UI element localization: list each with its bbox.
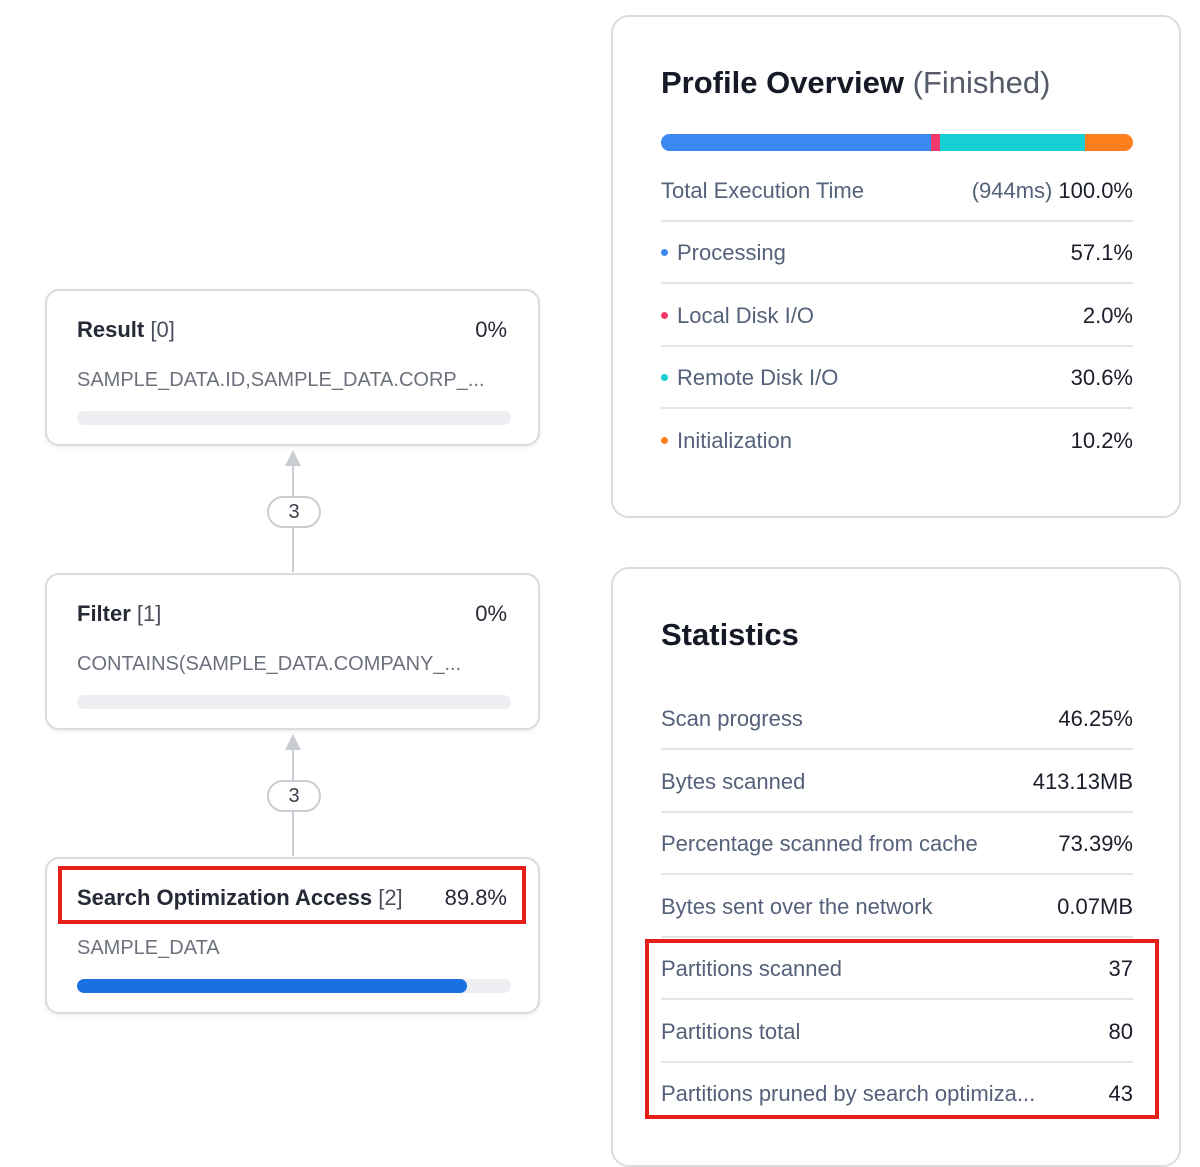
operator-percent: 0% — [475, 601, 507, 626]
operator-index: [1] — [136, 601, 162, 626]
total-execution-value: (944ms) 100.0% — [972, 178, 1133, 204]
operator-name: Result — [77, 317, 145, 342]
execution-segment-processing — [661, 134, 931, 151]
panel-title: Profile Overview (Finished) — [661, 65, 1050, 101]
local-disk-dot-icon — [661, 311, 668, 319]
operator-percent: 89.8% — [444, 885, 507, 910]
statistics-title: Statistics — [661, 617, 799, 652]
operator-index: [2] — [378, 885, 403, 910]
highlight-box-partitions — [645, 939, 1159, 1119]
statistics-value: 46.25% — [1058, 706, 1133, 731]
operator-name: Filter — [77, 601, 131, 626]
operator-description: CONTAINS(SAMPLE_DATA.COMPANY_... — [77, 653, 462, 675]
operator-percent: 0% — [475, 317, 507, 342]
statistics-row: Partitions scanned 37 — [661, 938, 1133, 1000]
profile-overview-panel: Profile Overview (Finished) Total Execut… — [611, 15, 1181, 518]
statistics-label: Scan progress — [661, 706, 803, 731]
edge-arrow-icon — [285, 450, 301, 466]
statistics-value: 0.07MB — [1057, 894, 1133, 919]
operator-progress-bar — [77, 979, 511, 993]
statistics-label: Partitions scanned — [661, 956, 842, 981]
statistics-label: Bytes sent over the network — [661, 894, 933, 919]
operator-progress-bar — [77, 411, 511, 425]
statistics-label: Bytes scanned — [661, 769, 806, 794]
operator-description: SAMPLE_DATA — [77, 937, 220, 959]
operator-node-result[interactable]: Result [0] 0% SAMPLE_DATA.ID,SAMPLE_DATA… — [45, 289, 540, 446]
statistics-row: Bytes scanned 413.13MB — [661, 751, 1133, 813]
edge-row-count[interactable]: 3 — [267, 780, 321, 812]
breakdown-row[interactable]: Remote Disk I/O 30.6% — [661, 347, 1133, 409]
breakdown-row[interactable]: Processing 57.1% — [661, 222, 1133, 284]
edge-arrow-icon — [285, 734, 301, 750]
execution-breakdown-bar — [661, 134, 1133, 151]
operator-title: Result [0] — [77, 317, 175, 343]
operator-node-search-optimization-access[interactable]: Search Optimization Access [2] 89.8% SAM… — [45, 857, 540, 1014]
execution-segment-initialization — [1084, 134, 1133, 151]
operator-progress-fill — [77, 979, 467, 993]
operator-title: Filter [1] — [77, 601, 161, 627]
breakdown-value: 2.0% — [1082, 303, 1133, 328]
processing-dot-icon — [661, 248, 668, 256]
statistics-label: Partitions pruned by search optimiza... — [661, 1081, 1036, 1106]
breakdown-value: 30.6% — [1070, 365, 1133, 390]
breakdown-label: Local Disk I/O — [677, 303, 814, 328]
statistics-value: 73.39% — [1058, 831, 1133, 856]
statistics-row: Partitions pruned by search optimiza... … — [661, 1063, 1133, 1125]
total-execution-row: Total Execution Time (944ms) 100.0% — [661, 160, 1133, 222]
statistics-label: Partitions total — [661, 1019, 801, 1044]
statistics-value: 413.13MB — [1032, 769, 1133, 794]
execution-segment-remote-disk-i-o — [940, 134, 1085, 151]
operator-description: SAMPLE_DATA.ID,SAMPLE_DATA.CORP_... — [77, 369, 485, 391]
breakdown-label: Remote Disk I/O — [677, 365, 839, 390]
profile-status: (Finished) — [912, 65, 1051, 100]
breakdown-row[interactable]: Initialization 10.2% — [661, 410, 1133, 472]
statistics-row: Percentage scanned from cache 73.39% — [661, 813, 1133, 875]
statistics-label: Percentage scanned from cache — [661, 831, 978, 856]
breakdown-value: 10.2% — [1070, 428, 1133, 453]
total-execution-pct: 100.0% — [1058, 178, 1133, 203]
breakdown-label: Processing — [677, 240, 786, 265]
statistics-row: Partitions total 80 — [661, 1001, 1133, 1063]
breakdown-row[interactable]: Local Disk I/O 2.0% — [661, 285, 1133, 347]
operator-node-filter[interactable]: Filter [1] 0% CONTAINS(SAMPLE_DATA.COMPA… — [45, 573, 540, 730]
remote-disk-dot-icon — [661, 373, 668, 381]
breakdown-label: Initialization — [677, 428, 792, 453]
statistics-value: 80 — [1108, 1019, 1133, 1044]
operator-progress-bar — [77, 695, 511, 709]
operator-index: [0] — [150, 317, 175, 342]
operator-title: Search Optimization Access [2] — [77, 885, 403, 911]
edge-row-count[interactable]: 3 — [267, 496, 321, 528]
breakdown-value: 57.1% — [1070, 240, 1133, 265]
execution-segment-local-disk-i-o — [930, 134, 941, 151]
profile-title: Profile Overview — [661, 65, 904, 100]
statistics-row: Scan progress 46.25% — [661, 688, 1133, 750]
statistics-value: 37 — [1108, 956, 1133, 981]
total-execution-label: Total Execution Time — [661, 178, 864, 203]
total-execution-ms: (944ms) — [971, 178, 1053, 203]
statistics-row: Bytes sent over the network 0.07MB — [661, 876, 1133, 938]
initialization-dot-icon — [661, 436, 668, 444]
highlight-box-operator — [58, 866, 526, 924]
operator-name: Search Optimization Access — [77, 885, 373, 910]
statistics-value: 43 — [1108, 1081, 1133, 1106]
